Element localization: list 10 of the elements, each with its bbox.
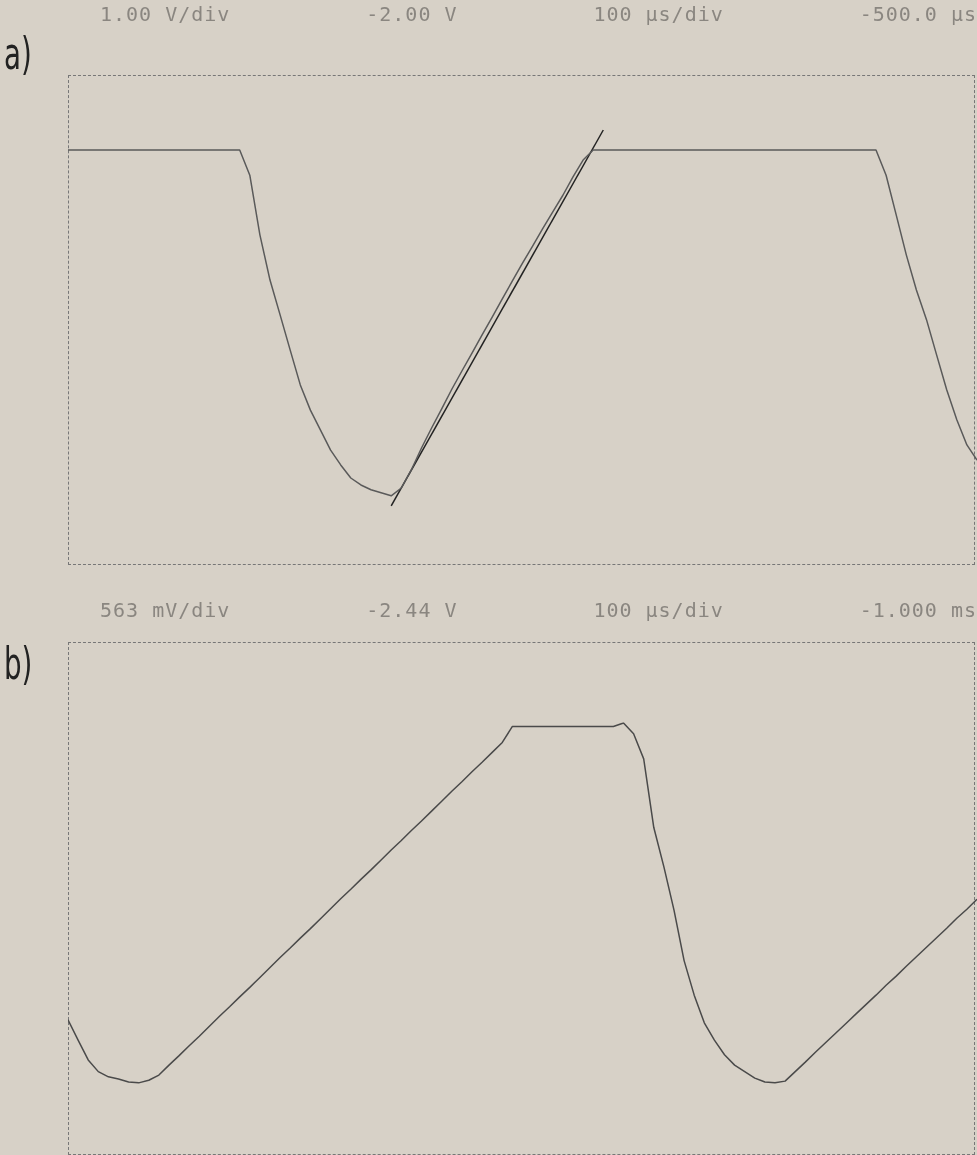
text: 563 mV/div: [100, 598, 231, 622]
text: -2.44 V: [366, 598, 458, 622]
text: -500.0 µs: [859, 2, 977, 26]
text: -2.00 V: [366, 2, 458, 26]
text: 1.00 V/div: [100, 2, 231, 26]
text: 100 µs/div: [593, 2, 724, 26]
text: -1.000 ms: [859, 598, 977, 622]
chart-title: a): [4, 28, 32, 79]
chart-title: b): [4, 638, 33, 689]
text: 100 µs/div: [593, 598, 724, 622]
